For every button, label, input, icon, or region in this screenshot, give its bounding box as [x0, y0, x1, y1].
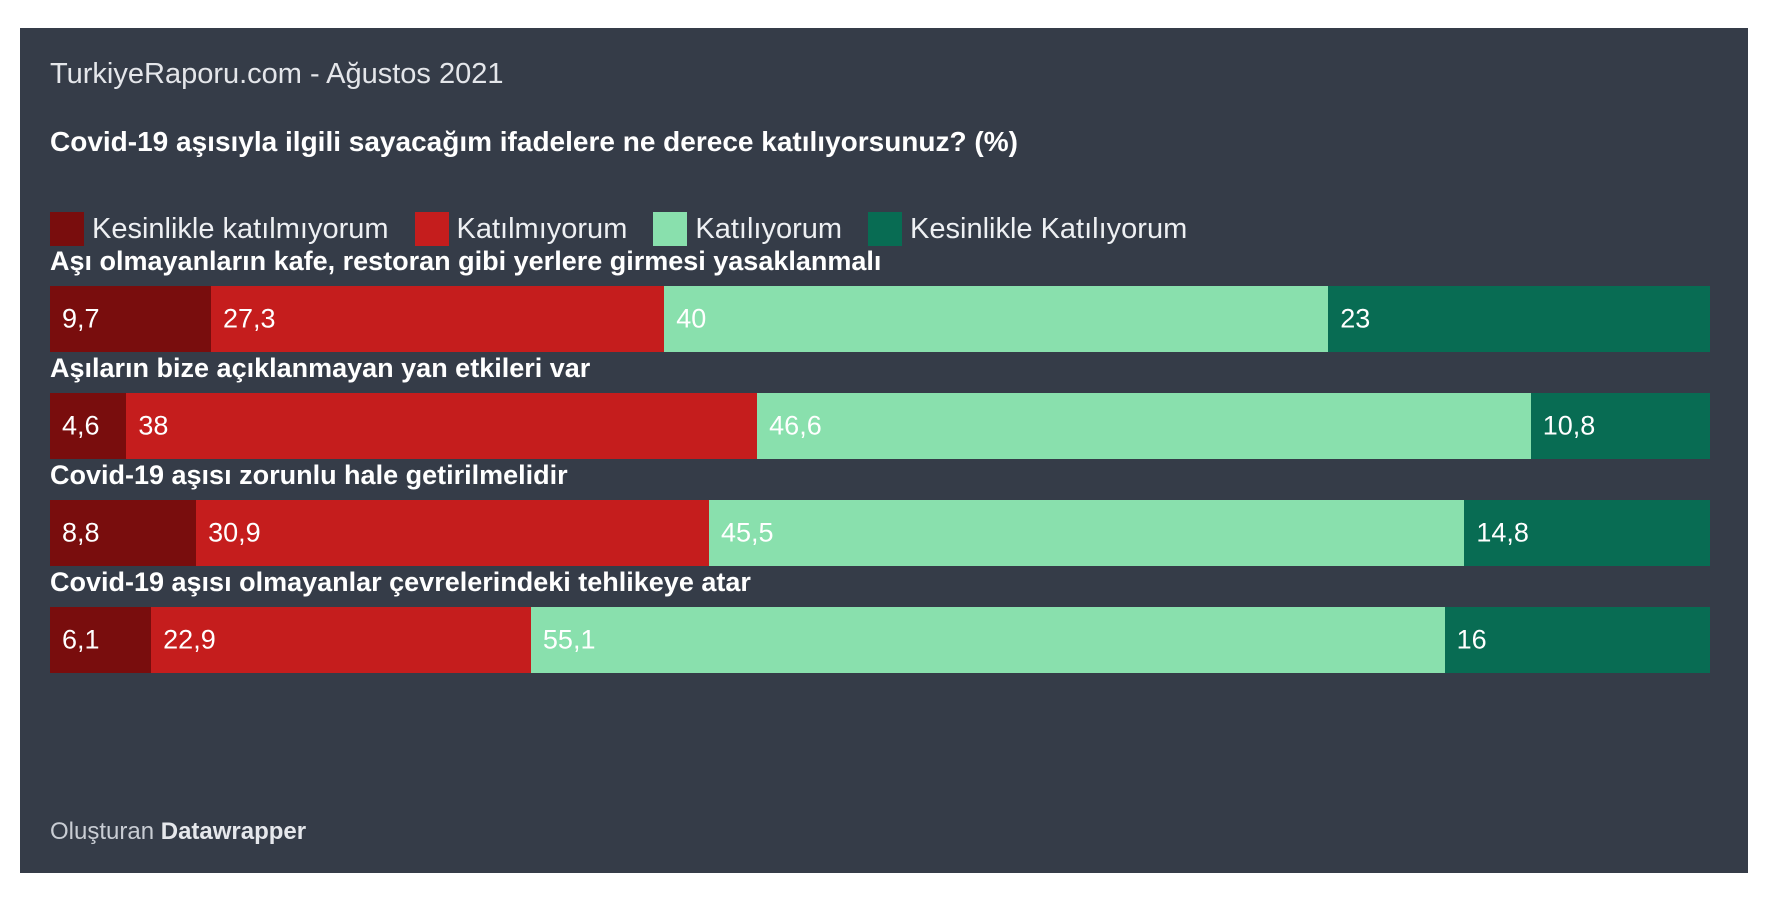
source-line: TurkiyeRaporu.com - Ağustos 2021	[50, 58, 504, 90]
footer-credit: Oluşturan Datawrapper	[50, 818, 306, 846]
legend-swatch	[653, 212, 688, 246]
stacked-bar-row: 9,7 27,3 40 23	[50, 286, 1710, 352]
legend-item-katiliyorum: Katılıyorum	[653, 212, 842, 246]
stacked-bar-row: 6,1 22,9 55,1 16	[50, 607, 1710, 673]
bar-segment: 46,6	[757, 393, 1531, 459]
bar-segment: 45,5	[709, 500, 1465, 566]
bar-segment: 22,9	[151, 607, 531, 673]
bar-segment: 55,1	[530, 607, 1445, 673]
legend-swatch	[50, 212, 84, 246]
bar-segment: 9,7	[50, 286, 212, 352]
footer-brand: Datawrapper	[160, 818, 307, 845]
bar-segment: 6,1	[50, 607, 152, 673]
data-label: 8,8	[62, 517, 100, 548]
legend-item-kesinlikle-katiliyorum: Kesinlikle Katılıyorum	[868, 212, 1187, 246]
row-label: Aşıların bize açıklanmayan yan etkileri …	[50, 353, 591, 383]
bar-segment: 4,6	[50, 393, 127, 459]
data-label: 14,8	[1476, 517, 1529, 548]
data-label: 23	[1340, 303, 1371, 334]
row-label: Covid-19 aşısı olmayanlar çevrelerindeki…	[50, 567, 751, 597]
data-label: 22,9	[163, 624, 216, 655]
bar-segment: 10,8	[1530, 393, 1710, 459]
legend-label: Katılmıyorum	[456, 212, 628, 245]
bar-segment: 23	[1328, 286, 1710, 352]
chart-card: TurkiyeRaporu.com - Ağustos 2021 Covid-1…	[20, 28, 1748, 873]
bar-segment: 14,8	[1464, 500, 1710, 566]
bar-segment: 30,9	[196, 500, 710, 566]
data-label: 40	[676, 303, 707, 334]
data-label: 9,7	[62, 303, 100, 334]
legend: Kesinlikle katılmıyorum Katılmıyorum Kat…	[50, 210, 1213, 248]
bar-segment: 38	[126, 393, 758, 459]
data-label: 46,6	[769, 410, 822, 441]
stacked-bar-row: 8,8 30,9 45,5 14,8	[50, 500, 1710, 566]
legend-label: Kesinlikle Katılıyorum	[910, 212, 1188, 245]
bar-segment: 40	[664, 286, 1329, 352]
data-label: 27,3	[223, 303, 276, 334]
stacked-bar-row: 4,6 38 46,6 10,8	[50, 393, 1710, 459]
bar-segment: 27,3	[211, 286, 665, 352]
legend-swatch	[414, 212, 449, 246]
data-label: 6,1	[62, 624, 100, 655]
data-label: 30,9	[208, 517, 261, 548]
legend-item-kesinlikle-katilmiyorum: Kesinlikle katılmıyorum	[50, 212, 389, 246]
legend-item-katilmiyorum: Katılmıyorum	[414, 212, 628, 246]
legend-label: Kesinlikle katılmıyorum	[92, 212, 389, 245]
data-label: 16	[1456, 624, 1487, 655]
data-label: 45,5	[721, 517, 774, 548]
data-label: 55,1	[542, 624, 596, 655]
legend-label: Katılıyorum	[695, 212, 843, 245]
row-label: Aşı olmayanların kafe, restoran gibi yer…	[50, 246, 882, 276]
legend-swatch	[868, 212, 903, 246]
data-label: 4,6	[62, 410, 100, 441]
footer-prefix: Oluşturan	[50, 818, 155, 845]
data-label: 38	[138, 410, 169, 441]
chart-title: Covid-19 aşısıyla ilgili sayacağım ifade…	[50, 126, 1018, 157]
row-label: Covid-19 aşısı zorunlu hale getirilmelid…	[50, 460, 568, 490]
bar-segment: 8,8	[50, 500, 197, 566]
bar-segment: 16	[1444, 607, 1710, 673]
data-label: 10,8	[1542, 410, 1596, 441]
